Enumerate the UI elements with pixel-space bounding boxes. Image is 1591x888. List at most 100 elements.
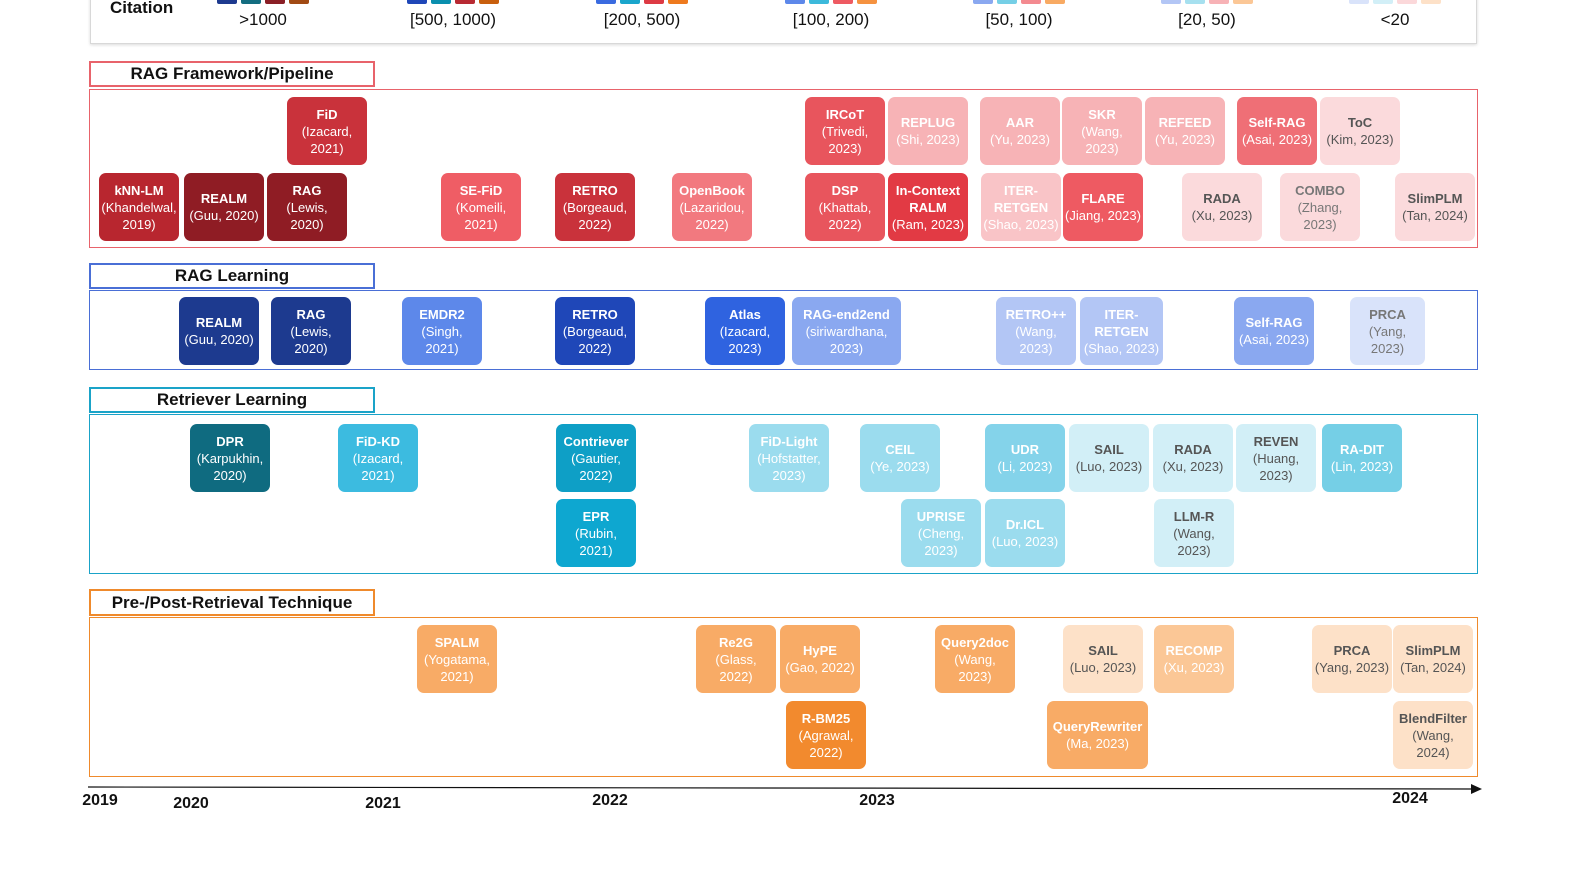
paper-name: IRCoT <box>825 106 865 122</box>
paper-card: ITER-RETGEN (Shao, 2023) <box>1080 297 1163 365</box>
paper-name: CEIL <box>885 442 915 457</box>
paper-citation: (Izacard, 2021) <box>352 450 404 483</box>
paper-citation: (Tan, 2024) <box>1402 208 1468 223</box>
paper-name: R-BM25 <box>801 710 851 726</box>
paper-card: RADA (Xu, 2023) <box>1182 173 1262 241</box>
paper-citation: (Wang, 2024) <box>1412 727 1454 760</box>
paper-citation: (Tan, 2024) <box>1400 660 1466 675</box>
legend-swatch <box>431 0 451 4</box>
legend-swatch <box>217 0 237 4</box>
paper-citation: (Wang, 2023) <box>954 651 996 684</box>
paper-name: PRCA <box>1369 306 1406 322</box>
paper-card: SE-FiD (Komeili, 2021) <box>441 173 521 241</box>
paper-name: FiD-Light <box>760 433 818 449</box>
paper-name: SlimPLM <box>1405 643 1461 658</box>
legend-swatch <box>596 0 616 4</box>
paper-name: SPALM <box>434 634 480 650</box>
paper-name: SAIL <box>1088 643 1118 658</box>
paper-card: UPRISE (Cheng, 2023) <box>901 499 981 567</box>
paper-citation: (Khattab, 2022) <box>818 199 872 232</box>
paper-citation: (Borgeaud, 2022) <box>562 323 628 356</box>
paper-name: RAG <box>292 182 322 198</box>
legend-swatch <box>809 0 829 4</box>
paper-citation: (Guu, 2020) <box>189 208 259 223</box>
paper-card: FiD-Light (Hofstatter, 2023) <box>749 424 829 492</box>
paper-citation: (Asai, 2023) <box>1238 332 1310 347</box>
paper-card: REVEN (Huang, 2023) <box>1236 424 1316 492</box>
paper-card: UDR (Li, 2023) <box>985 424 1065 492</box>
paper-name: SAIL <box>1094 442 1124 457</box>
legend-swatch <box>668 0 688 4</box>
legend-swatch <box>1161 0 1181 4</box>
paper-name: ToC <box>1347 115 1373 130</box>
arrow-head-icon <box>1471 784 1482 794</box>
paper-citation: (Yogatama, 2021) <box>423 651 490 684</box>
legend-swatch <box>1021 0 1041 4</box>
paper-name: COMBO <box>1295 182 1345 198</box>
paper-citation: (Huang, 2023) <box>1252 450 1300 483</box>
section-title: RAG Framework/Pipeline <box>89 61 375 87</box>
paper-citation: (Izacard, 2023) <box>719 323 771 356</box>
paper-card: Atlas (Izacard, 2023) <box>705 297 785 365</box>
paper-citation: (Guu, 2020) <box>184 332 254 347</box>
paper-citation: (Ma, 2023) <box>1066 736 1129 751</box>
legend-swatch <box>241 0 261 4</box>
paper-card: REFEED (Yu, 2023) <box>1145 97 1225 165</box>
paper-card: SAIL (Luo, 2023) <box>1063 625 1143 693</box>
paper-citation: (Wang, 2023) <box>1015 323 1057 356</box>
legend-label: [100, 200) <box>792 10 870 29</box>
paper-card: RETRO (Borgeaud, 2022) <box>555 297 635 365</box>
paper-citation: (Glass, 2022) <box>715 651 757 684</box>
paper-card: REPLUG (Shi, 2023) <box>888 97 968 165</box>
paper-card: FiD (Izacard, 2021) <box>287 97 367 165</box>
legend-swatch <box>1045 0 1065 4</box>
citation-legend <box>90 0 1477 44</box>
year-label: 2020 <box>173 795 209 812</box>
paper-name: SlimPLM <box>1407 191 1463 206</box>
paper-citation: (Lin, 2023) <box>1330 459 1394 474</box>
paper-name: DSP <box>831 182 859 198</box>
paper-citation: (Luo, 2023) <box>1069 660 1137 675</box>
paper-name: BlendFilter <box>1399 710 1467 726</box>
paper-card: RA-DIT (Lin, 2023) <box>1322 424 1402 492</box>
legend-swatches <box>785 0 877 4</box>
paper-card: RECOMP (Xu, 2023) <box>1154 625 1234 693</box>
paper-name: PRCA <box>1333 643 1371 658</box>
paper-card: RADA (Xu, 2023) <box>1153 424 1233 492</box>
paper-citation: (Singh, 2021) <box>421 323 463 356</box>
paper-card: FLARE (Jiang, 2023) <box>1063 173 1143 241</box>
paper-citation: (Xu, 2023) <box>1162 459 1224 474</box>
paper-citation: (Luo, 2023) <box>1075 459 1143 474</box>
paper-name: In-Context RALM <box>895 182 961 215</box>
paper-card: ITER-RETGEN (Shao, 2023) <box>981 173 1061 241</box>
paper-card: SlimPLM (Tan, 2024) <box>1395 173 1475 241</box>
paper-name: RA-DIT <box>1339 442 1385 457</box>
paper-name: EMDR2 <box>419 306 465 322</box>
paper-card: ToC (Kim, 2023) <box>1320 97 1400 165</box>
paper-card: Dr.ICL (Luo, 2023) <box>985 499 1065 567</box>
section-title: RAG Learning <box>89 263 375 289</box>
paper-name: Query2doc <box>941 634 1009 650</box>
legend-swatch <box>620 0 640 4</box>
paper-card: Query2doc (Wang, 2023) <box>935 625 1015 693</box>
legend-swatches <box>596 0 688 4</box>
paper-citation: (Lewis, 2020) <box>286 199 328 232</box>
paper-name: REALM <box>200 191 248 206</box>
section-box <box>89 414 1478 574</box>
legend-label: <20 <box>1380 10 1410 29</box>
paper-name: REPLUG <box>900 115 956 130</box>
paper-citation: (Yu, 2023) <box>1155 132 1215 147</box>
paper-citation: (Luo, 2023) <box>991 534 1059 549</box>
paper-name: RECOMP <box>1165 643 1223 658</box>
paper-card: REALM (Guu, 2020) <box>179 297 259 365</box>
paper-name: AAR <box>1005 115 1035 130</box>
legend-swatches <box>217 0 309 4</box>
legend-swatches <box>973 0 1065 4</box>
paper-citation: (Khandelwal, 2019) <box>101 199 177 232</box>
paper-citation: (Yang, 2023) <box>1368 323 1407 356</box>
legend-label: [500, 1000) <box>409 10 497 29</box>
paper-citation: (Karpukhin, 2020) <box>196 450 264 483</box>
paper-card: QueryRewriter (Ma, 2023) <box>1047 701 1148 769</box>
paper-card: DSP (Khattab, 2022) <box>805 173 885 241</box>
